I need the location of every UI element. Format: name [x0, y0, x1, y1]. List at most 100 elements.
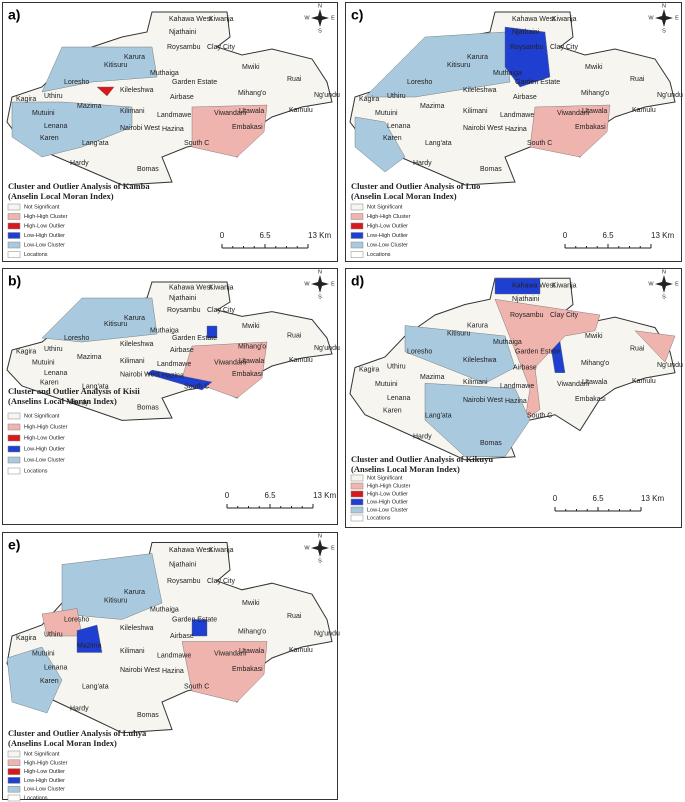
- place-label: Mutuini: [375, 110, 398, 117]
- place-label: Viwandani: [214, 360, 247, 367]
- place-label: Ruai: [630, 345, 645, 352]
- panel-label: a): [8, 7, 20, 23]
- place-label: Kagira: [16, 348, 36, 355]
- place-label: Mihang'o: [581, 90, 609, 97]
- legend-label: High-High Cluster: [367, 483, 411, 489]
- place-label: Ng'undu: [657, 92, 683, 99]
- place-label: Kiwanja: [552, 16, 577, 23]
- place-label: Hazina: [505, 398, 527, 405]
- place-label: Kileleshwa: [463, 357, 497, 364]
- place-label: Roysambu: [167, 307, 201, 314]
- place-label: Mazima: [420, 103, 445, 110]
- place-label: Clay City: [550, 312, 579, 319]
- legend-title: (Anselins Local Moran Index): [351, 464, 460, 474]
- place-label: Hardy: [413, 160, 432, 167]
- scale-label: 0: [225, 491, 230, 500]
- place-label: Nairobi West: [120, 667, 160, 674]
- place-label: Ruai: [287, 76, 302, 83]
- compass: [311, 275, 329, 293]
- compass: [655, 275, 673, 293]
- place-label: Mutuini: [32, 360, 55, 367]
- place-label: Mwiki: [585, 333, 603, 340]
- legend-swatch: [7, 423, 21, 431]
- place-label: Garden Estate: [515, 349, 560, 356]
- compass-letter: N: [662, 269, 666, 275]
- place-label: Embakasi: [575, 396, 606, 403]
- place-label: Kitisuru: [447, 331, 470, 338]
- place-label: Bomas: [137, 166, 159, 173]
- legend-swatch: [7, 456, 21, 464]
- legend-swatch: [350, 490, 364, 498]
- panel-label: e): [8, 537, 20, 553]
- place-label: Airbase: [513, 94, 537, 101]
- place-label: Mihang'o: [238, 344, 266, 351]
- place-label: Hardy: [70, 400, 89, 407]
- place-label: Kahawa West: [169, 547, 212, 554]
- cluster-region: [41, 46, 158, 93]
- place-label: Kitisuru: [104, 598, 127, 605]
- panel-label: d): [351, 273, 364, 289]
- compass: [311, 539, 329, 557]
- place-label: Viwandani: [214, 110, 247, 117]
- place-label: Airbase: [170, 347, 194, 354]
- cluster-region: [634, 330, 676, 363]
- legend-title: (Anselins Local Moran Index): [8, 738, 117, 748]
- place-label: Mazima: [77, 103, 102, 110]
- scale-label: 6.5: [264, 491, 276, 500]
- legend-swatch: [7, 251, 21, 258]
- compass-letter: E: [675, 281, 679, 287]
- compass-letter: S: [318, 558, 322, 564]
- place-label: Nairobi West: [120, 372, 160, 379]
- place-label: Lang'ata: [82, 384, 109, 391]
- legend-label: High-Low Outlier: [24, 435, 65, 441]
- legend-swatch: [7, 785, 21, 793]
- place-label: Viwandani: [214, 650, 247, 657]
- place-label: South C: [184, 384, 209, 391]
- legend-label: Low-High Outlier: [24, 446, 65, 452]
- place-label: Mutuini: [32, 650, 55, 657]
- place-label: Kitisuru: [104, 62, 127, 69]
- compass-letter: E: [331, 15, 335, 21]
- place-label: Bomas: [480, 440, 502, 447]
- legend-label: High-High Cluster: [24, 424, 68, 430]
- cluster-region: [529, 104, 611, 158]
- legend-swatch: [350, 474, 364, 482]
- legend-swatch: [350, 232, 364, 239]
- legend-label: Low-Low Cluster: [24, 457, 65, 463]
- legend-label: Low-Low Cluster: [367, 507, 408, 513]
- legend-label: High-High Cluster: [24, 760, 68, 766]
- place-label: Karura: [124, 589, 145, 596]
- place-label: Mihang'o: [581, 360, 609, 367]
- place-label: Uthiru: [387, 363, 406, 370]
- place-label: Kamulu: [289, 357, 313, 364]
- legend-label: High-Low Outlier: [367, 223, 408, 229]
- place-label: Karura: [467, 54, 488, 61]
- place-label: Utawala: [239, 108, 264, 115]
- compass-letter: N: [318, 269, 322, 275]
- place-label: Ng'undu: [314, 92, 340, 99]
- place-label: Kitisuru: [104, 321, 127, 328]
- panel-label: c): [351, 7, 363, 23]
- scale-label: 13 Km: [308, 231, 331, 240]
- place-label: Hazina: [162, 372, 184, 379]
- place-label: Utawala: [582, 379, 607, 386]
- place-label: Kilimani: [463, 108, 488, 115]
- legend-label: Locations: [367, 252, 391, 258]
- place-label: Loresho: [64, 616, 89, 623]
- legend-label: Low-Low Cluster: [367, 242, 408, 248]
- cluster-region: [404, 325, 516, 384]
- cluster-region: [11, 101, 133, 158]
- legend-label: High-High Cluster: [367, 214, 411, 220]
- place-label: Karen: [383, 135, 402, 142]
- place-label: Lenana: [44, 665, 67, 672]
- compass-letter: W: [648, 281, 654, 287]
- place-label: Hazina: [505, 126, 527, 133]
- place-label: Nairobi West: [463, 397, 503, 404]
- place-label: Kilimani: [120, 108, 145, 115]
- cluster-region: [76, 624, 103, 653]
- cluster-region: [181, 641, 268, 703]
- cluster-region: [41, 297, 158, 343]
